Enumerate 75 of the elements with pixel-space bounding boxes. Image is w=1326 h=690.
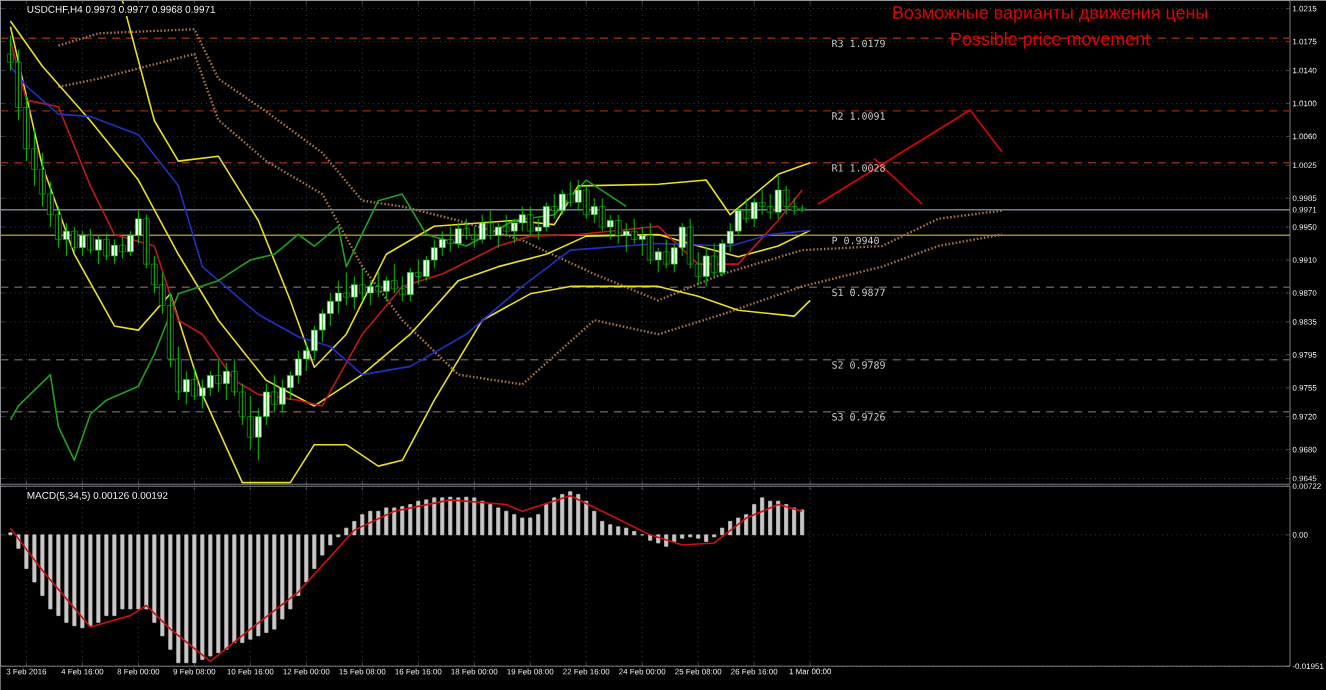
candlestick xyxy=(366,280,374,306)
candlestick xyxy=(518,205,526,232)
candlestick xyxy=(462,218,470,240)
candlestick xyxy=(342,271,350,306)
candlestick xyxy=(326,292,334,327)
candlestick xyxy=(39,152,46,207)
candlestick xyxy=(470,226,478,249)
candlestick xyxy=(358,267,366,302)
candlestick xyxy=(710,242,718,277)
line-series xyxy=(9,179,628,462)
candlestick xyxy=(430,238,438,269)
candlestick xyxy=(446,226,454,253)
candlestick xyxy=(278,378,286,413)
candlestick xyxy=(638,226,646,257)
candlestick xyxy=(558,189,566,216)
candlestick xyxy=(630,218,638,244)
candlestick xyxy=(566,181,574,207)
candlestick xyxy=(247,395,254,451)
candlestick xyxy=(542,201,550,232)
candlestick xyxy=(774,175,782,220)
line-series xyxy=(121,0,811,368)
candlestick xyxy=(766,193,774,220)
candlestick xyxy=(191,366,198,401)
line-series xyxy=(57,52,1004,386)
candlestick xyxy=(574,179,582,211)
candlestick xyxy=(438,230,446,257)
candlestick xyxy=(718,238,726,277)
candlestick xyxy=(622,222,630,253)
candlestick xyxy=(382,275,390,302)
candlestick xyxy=(742,197,750,224)
candlestick xyxy=(510,218,518,244)
candlestick xyxy=(350,275,358,310)
candlestick xyxy=(334,280,342,315)
candlestick xyxy=(614,214,622,244)
candlestick xyxy=(103,233,110,261)
candlestick xyxy=(486,209,494,240)
candlestick xyxy=(662,238,670,269)
candlestick xyxy=(606,214,614,240)
candlestick xyxy=(454,222,462,249)
candlestick xyxy=(422,255,430,282)
candlestick xyxy=(678,222,686,257)
candlestick xyxy=(582,185,590,220)
candlestick xyxy=(550,193,558,220)
candlestick xyxy=(646,222,654,265)
candlestick xyxy=(79,230,86,257)
candlestick xyxy=(502,214,510,236)
candlestick xyxy=(598,197,606,232)
candlestick xyxy=(95,234,102,265)
candlestick xyxy=(390,263,398,294)
candlestick xyxy=(398,275,406,302)
candlestick xyxy=(494,222,502,249)
candlestick xyxy=(734,205,742,236)
annotation: Possible price movement xyxy=(951,31,1151,49)
candlestick xyxy=(702,247,710,287)
candlestick xyxy=(270,374,278,413)
candlestick xyxy=(374,271,382,298)
candlestick xyxy=(798,204,806,213)
annotation: Возможные варианты движения цены xyxy=(893,6,1208,23)
candlestick xyxy=(111,238,118,265)
candlestick xyxy=(87,228,94,254)
candlestick xyxy=(590,197,598,224)
candlestick xyxy=(686,218,694,269)
candlestick xyxy=(207,370,214,397)
candlestick xyxy=(406,267,414,302)
candlestick xyxy=(223,362,230,401)
candlestick xyxy=(215,358,222,393)
candlestick xyxy=(199,378,206,409)
candlestick xyxy=(478,214,486,244)
candlestick xyxy=(526,205,534,236)
candlestick xyxy=(294,350,302,385)
line-series xyxy=(9,25,811,484)
candlestick xyxy=(318,308,326,343)
line-series xyxy=(9,494,803,663)
candlestick xyxy=(63,222,70,257)
line-series xyxy=(9,65,811,376)
